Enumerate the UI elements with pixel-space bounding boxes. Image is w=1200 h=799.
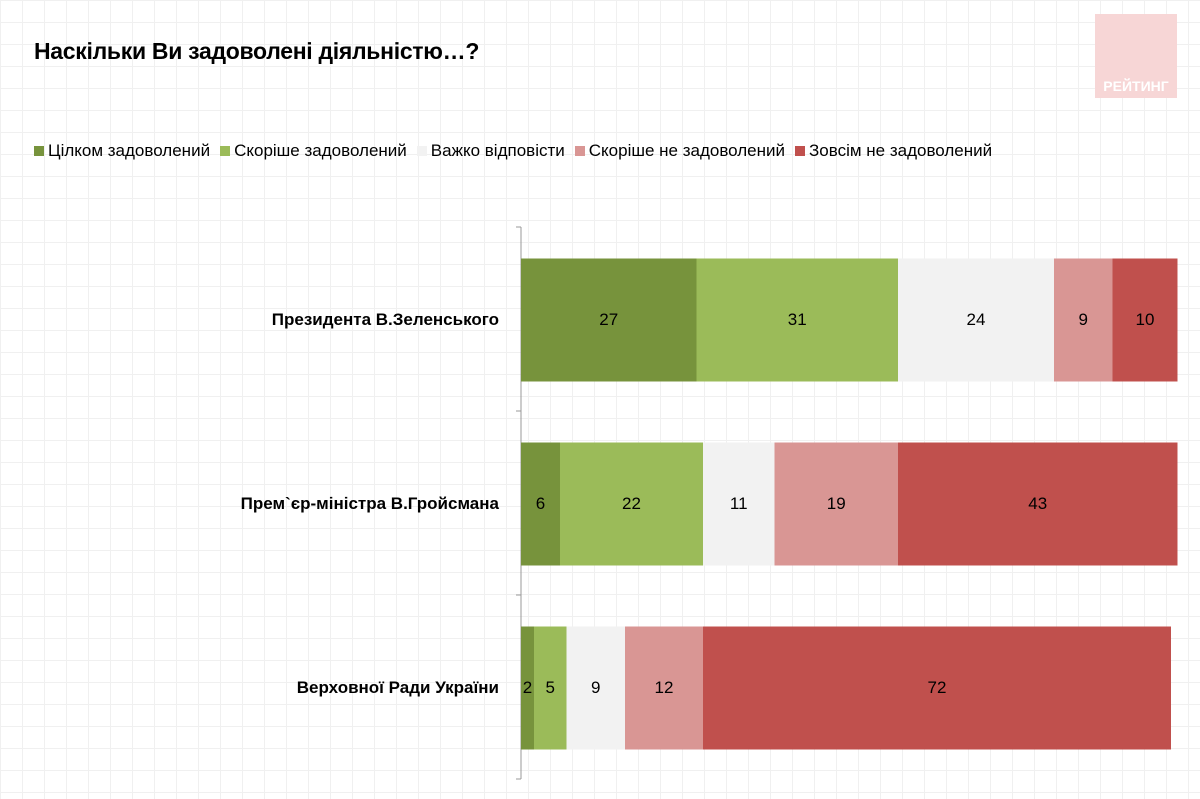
- bar-segment: [774, 442, 898, 566]
- legend-swatch: [416, 146, 427, 156]
- bar-segment: [625, 626, 703, 750]
- data-label: 12: [655, 678, 674, 697]
- rating-logo: РЕЙТИНГ: [1095, 14, 1177, 98]
- bar-segment: [1054, 258, 1113, 382]
- legend-label: Скоріше задоволений: [234, 141, 407, 160]
- bar-segment: [521, 442, 560, 566]
- legend-item: Скоріше задоволений: [220, 141, 407, 161]
- legend-swatch: [574, 146, 585, 156]
- bar-segment: [703, 442, 775, 566]
- bar-segment: [566, 626, 625, 750]
- logo-text: РЕЙТИНГ: [1103, 78, 1169, 94]
- chart-title: Наскільки Ви задоволені діяльністю…?: [34, 38, 480, 64]
- bar-segment: [560, 442, 703, 566]
- category-label: Верховної Ради України: [297, 678, 499, 697]
- data-label: 9: [591, 678, 600, 697]
- bar-segment: [898, 258, 1054, 382]
- category-label: Прем`єр-міністра В.Гройсмана: [241, 494, 500, 513]
- legend-item: Зовсім не задоволений: [795, 141, 992, 161]
- legend-swatch: [795, 146, 806, 156]
- bar-segment: [521, 626, 534, 750]
- data-label: 11: [730, 494, 748, 513]
- bar-segment: [703, 626, 1171, 750]
- data-label: 72: [928, 678, 947, 697]
- legend-item: Цілком задоволений: [34, 141, 210, 161]
- data-label: 27: [599, 310, 618, 329]
- legend: Цілком задоволений Скоріше задоволений Важ…: [34, 141, 992, 161]
- bar-segment: [1112, 258, 1178, 382]
- bar-segment: [534, 626, 567, 750]
- legend-label: Зовсім не задоволений: [809, 141, 993, 160]
- data-label: 43: [1028, 494, 1047, 513]
- legend-label: Скоріше не задоволений: [588, 141, 786, 160]
- legend-label: Важко відповісти: [430, 141, 565, 160]
- data-label: 9: [1079, 310, 1088, 329]
- data-label: 2: [523, 678, 532, 697]
- legend-label: Цілком задоволений: [48, 141, 211, 160]
- data-label: 5: [546, 678, 555, 697]
- legend-item: Скоріше не задоволений: [574, 141, 786, 161]
- data-label: 19: [827, 494, 846, 513]
- legend-item: Важко відповісти: [416, 141, 565, 161]
- data-label: 24: [967, 310, 986, 329]
- data-label: 10: [1136, 310, 1155, 329]
- data-label: 6: [536, 494, 545, 513]
- category-label: Президента В.Зеленського: [272, 310, 499, 329]
- bar-segment: [898, 442, 1178, 566]
- data-label: 22: [622, 494, 641, 513]
- legend-swatch: [34, 146, 44, 156]
- data-label: 31: [788, 310, 807, 329]
- bar-segment: [521, 258, 697, 382]
- legend-swatch: [220, 146, 231, 156]
- bar-segment: [696, 258, 898, 382]
